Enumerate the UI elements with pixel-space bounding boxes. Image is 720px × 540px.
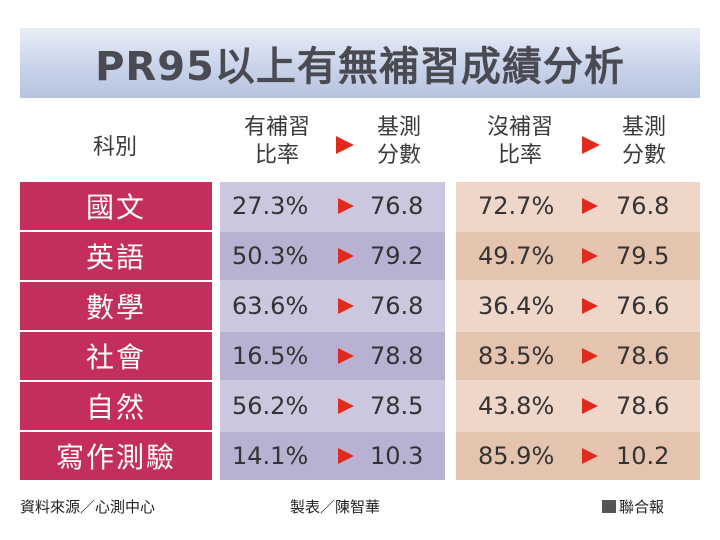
untutored-score: 78.6 [616, 342, 670, 370]
subject-label: 自然 [20, 382, 212, 430]
tutored-column-band [220, 182, 445, 480]
page-title: PR95以上有無補習成績分析 [95, 44, 625, 90]
tutored-score: 76.8 [370, 292, 424, 320]
tutored-rate: 27.3% [232, 192, 309, 220]
arrow-icon [338, 248, 354, 264]
untutored-cell: 72.7% 76.8 [456, 182, 700, 230]
tutored-rate: 63.6% [232, 292, 309, 320]
tutored-cell: 50.3% 79.2 [220, 232, 445, 280]
untutored-score: 76.6 [616, 292, 670, 320]
publisher-credit: 聯合報 [602, 496, 664, 517]
source-credit: 資料來源／心測中心 [20, 498, 156, 516]
publisher-name: 聯合報 [619, 498, 665, 516]
header-untutored-rate: 沒補習 比率 [465, 114, 575, 170]
tutored-rate: 50.3% [232, 242, 309, 270]
header-score-2: 基測 分數 [600, 114, 688, 170]
tutored-score: 78.5 [370, 392, 424, 420]
subject-label: 社會 [20, 332, 212, 380]
header-score-2-line1: 基測 [621, 115, 666, 140]
tutored-rate: 14.1% [232, 442, 309, 470]
header-arrow-icon [582, 136, 600, 154]
arrow-icon [338, 198, 354, 214]
arrow-icon [582, 448, 598, 464]
tutored-rate: 16.5% [232, 342, 309, 370]
untutored-column-band [456, 182, 700, 480]
tutored-score: 10.3 [370, 442, 424, 470]
untutored-rate: 72.7% [478, 192, 555, 220]
table-row: 寫作測驗 14.1% 10.3 85.9% 10.2 [20, 432, 700, 480]
subject-label: 英語 [20, 232, 212, 280]
arrow-icon [338, 298, 354, 314]
arrow-icon [582, 348, 598, 364]
arrow-icon [338, 348, 354, 364]
tutored-score: 78.8 [370, 342, 424, 370]
untutored-score: 78.6 [616, 392, 670, 420]
header-score-1: 基測 分數 [355, 114, 443, 170]
untutored-score: 10.2 [616, 442, 670, 470]
untutored-cell: 83.5% 78.6 [456, 332, 700, 380]
compiler-credit: 製表／陳智華 [290, 498, 381, 516]
tutored-score: 76.8 [370, 192, 424, 220]
header-arrow-icon [336, 136, 354, 154]
untutored-rate: 85.9% [478, 442, 555, 470]
table-row: 國文 27.3% 76.8 72.7% 76.8 [20, 182, 700, 230]
subject-label: 數學 [20, 282, 212, 330]
header-subject: 科別 [60, 134, 170, 162]
tutored-cell: 16.5% 78.8 [220, 332, 445, 380]
arrow-icon [338, 398, 354, 414]
untutored-score: 79.5 [616, 242, 670, 270]
title-banner: PR95以上有無補習成績分析 [20, 28, 700, 98]
table-row: 英語 50.3% 79.2 49.7% 79.5 [20, 232, 700, 280]
header-score-1-line2: 分數 [376, 143, 421, 168]
untutored-rate: 36.4% [478, 292, 555, 320]
header-tutored-rate-line2: 比率 [254, 143, 299, 168]
tutored-cell: 63.6% 76.8 [220, 282, 445, 330]
arrow-icon [582, 198, 598, 214]
untutored-score: 76.8 [616, 192, 670, 220]
tutored-score: 79.2 [370, 242, 424, 270]
arrow-icon [338, 448, 354, 464]
newspaper-logo-icon [602, 500, 616, 513]
tutored-cell: 14.1% 10.3 [220, 432, 445, 480]
header-subject-label: 科別 [92, 135, 137, 160]
tutored-cell: 56.2% 78.5 [220, 382, 445, 430]
table-row: 社會 16.5% 78.8 83.5% 78.6 [20, 332, 700, 380]
untutored-rate: 49.7% [478, 242, 555, 270]
arrow-icon [582, 248, 598, 264]
untutored-cell: 36.4% 76.6 [456, 282, 700, 330]
header-untutored-rate-line2: 比率 [497, 143, 542, 168]
arrow-icon [582, 398, 598, 414]
untutored-rate: 43.8% [478, 392, 555, 420]
subject-label: 國文 [20, 182, 212, 230]
untutored-cell: 85.9% 10.2 [456, 432, 700, 480]
subject-label: 寫作測驗 [20, 432, 212, 480]
header-score-1-line1: 基測 [376, 115, 421, 140]
header-tutored-rate-line1: 有補習 [243, 115, 310, 140]
table-row: 自然 56.2% 78.5 43.8% 78.6 [20, 382, 700, 430]
tutored-rate: 56.2% [232, 392, 309, 420]
header-tutored-rate: 有補習 比率 [222, 114, 332, 170]
table-row: 數學 63.6% 76.8 36.4% 76.6 [20, 282, 700, 330]
arrow-icon [582, 298, 598, 314]
tutored-cell: 27.3% 76.8 [220, 182, 445, 230]
header-score-2-line2: 分數 [621, 143, 666, 168]
untutored-rate: 83.5% [478, 342, 555, 370]
untutored-cell: 49.7% 79.5 [456, 232, 700, 280]
untutored-cell: 43.8% 78.6 [456, 382, 700, 430]
header-untutored-rate-line1: 沒補習 [486, 115, 553, 140]
